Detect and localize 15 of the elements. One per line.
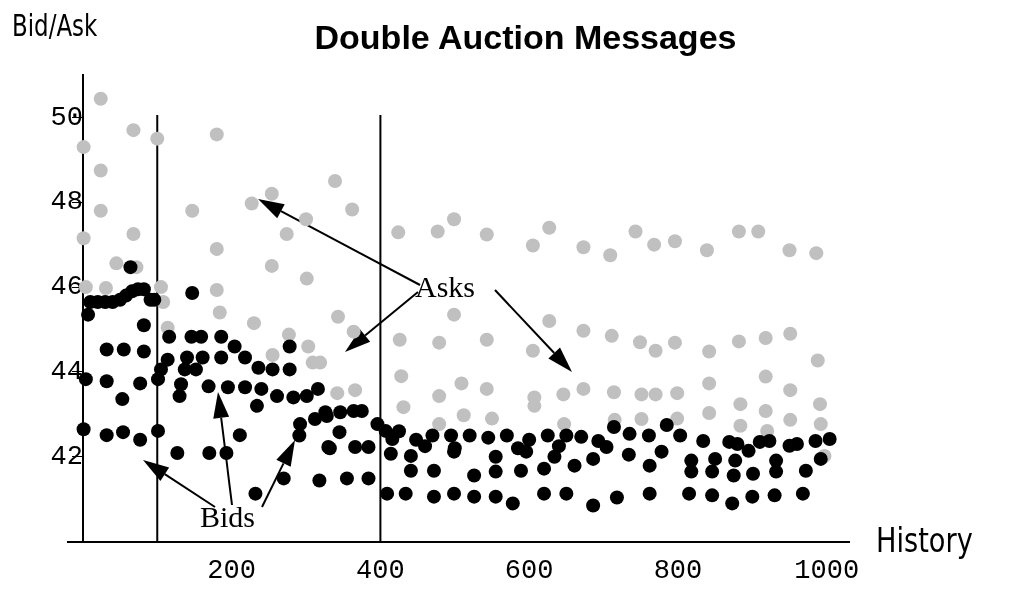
- x-tick-label: 600: [504, 555, 554, 586]
- y-axis-title: Bid/Ask: [12, 8, 98, 43]
- y-tick-label: 48: [50, 187, 83, 218]
- x-tick-label: 1000: [794, 555, 860, 586]
- y-tick-label: 42: [50, 441, 83, 472]
- x-tick-label: 800: [653, 555, 703, 586]
- x-tick-label: 200: [207, 555, 256, 586]
- annotation: Asks: [415, 270, 476, 304]
- y-tick-label: 46: [50, 272, 83, 303]
- y-tick-label: 50: [50, 102, 83, 133]
- annotation: Bids: [200, 500, 256, 534]
- x-tick-label: 400: [356, 555, 405, 586]
- chart-title: Double Auction Messages: [314, 18, 737, 56]
- y-tick-label: 44: [50, 357, 83, 388]
- x-axis-title: History: [876, 520, 973, 560]
